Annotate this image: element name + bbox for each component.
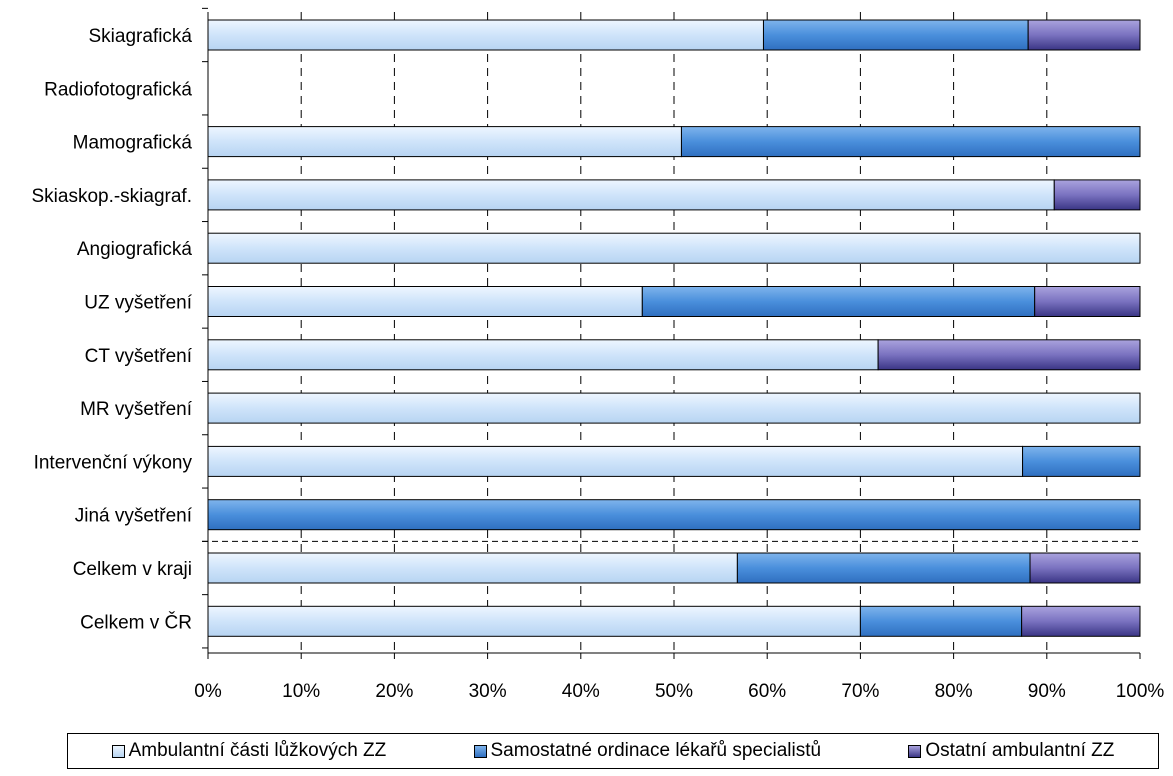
x-tick-label: 100% (1116, 681, 1165, 702)
bar-segment (207, 232, 1141, 264)
bar-segment (207, 605, 861, 637)
x-tick-label: 50% (655, 681, 693, 702)
bar-segment (1022, 445, 1141, 477)
x-tick-label: 80% (935, 681, 973, 702)
x-tick-label: 90% (1028, 681, 1066, 702)
bars (207, 19, 1141, 637)
x-tick-label: 30% (469, 681, 507, 702)
bar-segment (762, 19, 1029, 51)
category-label: Intervenční výkony (34, 452, 193, 473)
category-label: Skiagrafická (89, 26, 193, 47)
legend-item-ostatni: Ostatní ambulantní ZZ (908, 740, 1114, 762)
category-label: UZ vyšetření (84, 293, 192, 314)
category-label: Mamografická (73, 133, 193, 154)
legend-item-samostatne: Samostatné ordinace lékařů specialistů (473, 740, 822, 762)
legend-swatch-icon (111, 744, 125, 758)
legend: Ambulantní části lůžkových ZZ Samostatné… (67, 733, 1159, 769)
category-label: CT vyšetření (85, 346, 193, 367)
category-labels: Skiagrafická Radiofotografická Mamografick… (31, 26, 192, 633)
x-tick-label: 10% (282, 681, 320, 702)
bar-segment (207, 19, 764, 51)
bar-segment (1027, 19, 1141, 51)
bar-segment (1053, 179, 1141, 211)
bar-segment (859, 605, 1023, 637)
axes (202, 7, 1141, 659)
bar-segment (207, 392, 1141, 424)
bar-segment (207, 499, 1141, 531)
x-tick-labels: 0% 10% 20% 30% 40% 50% 60% 70% 80% 90% 100% (194, 681, 1164, 702)
legend-label: Ambulantní části lůžkových ZZ (128, 740, 387, 761)
bar-segment (877, 339, 1141, 371)
bar-segment (680, 126, 1141, 158)
legend-swatch-icon (473, 744, 487, 758)
x-tick-label: 70% (841, 681, 879, 702)
x-tick-label: 40% (562, 681, 600, 702)
bar-segment (641, 286, 1036, 317)
category-label: MR vyšetření (80, 399, 193, 420)
legend-label: Samostatné ordinace lékařů specialistů (490, 740, 822, 761)
bar-segment (207, 552, 738, 584)
legend-item-ambulantni: Ambulantní části lůžkových ZZ (111, 740, 387, 762)
bar-segment (207, 179, 1055, 211)
category-label: Skiaskop.-skiagraf. (31, 186, 192, 207)
grid-lines (202, 12, 1140, 653)
bar-segment (207, 126, 682, 158)
category-label: Radiofotografická (44, 79, 192, 100)
bar-segment (1029, 552, 1141, 584)
legend-swatch-icon (908, 744, 922, 758)
x-tick-label: 60% (748, 681, 786, 702)
bar-segment (1034, 286, 1141, 317)
bar-segment (207, 339, 879, 371)
x-tick-label: 0% (194, 681, 222, 702)
category-label: Angiografická (77, 239, 193, 260)
legend-label: Ostatní ambulantní ZZ (925, 740, 1115, 761)
bar-segment (1021, 605, 1141, 637)
category-label: Celkem v ČR (80, 611, 192, 633)
category-label: Jiná vyšetření (75, 506, 193, 527)
bar-segment (207, 445, 1024, 477)
bar-segment (736, 552, 1031, 584)
x-tick-label: 20% (375, 681, 413, 702)
bar-segment (207, 286, 643, 317)
category-label: Celkem v kraji (73, 559, 192, 580)
